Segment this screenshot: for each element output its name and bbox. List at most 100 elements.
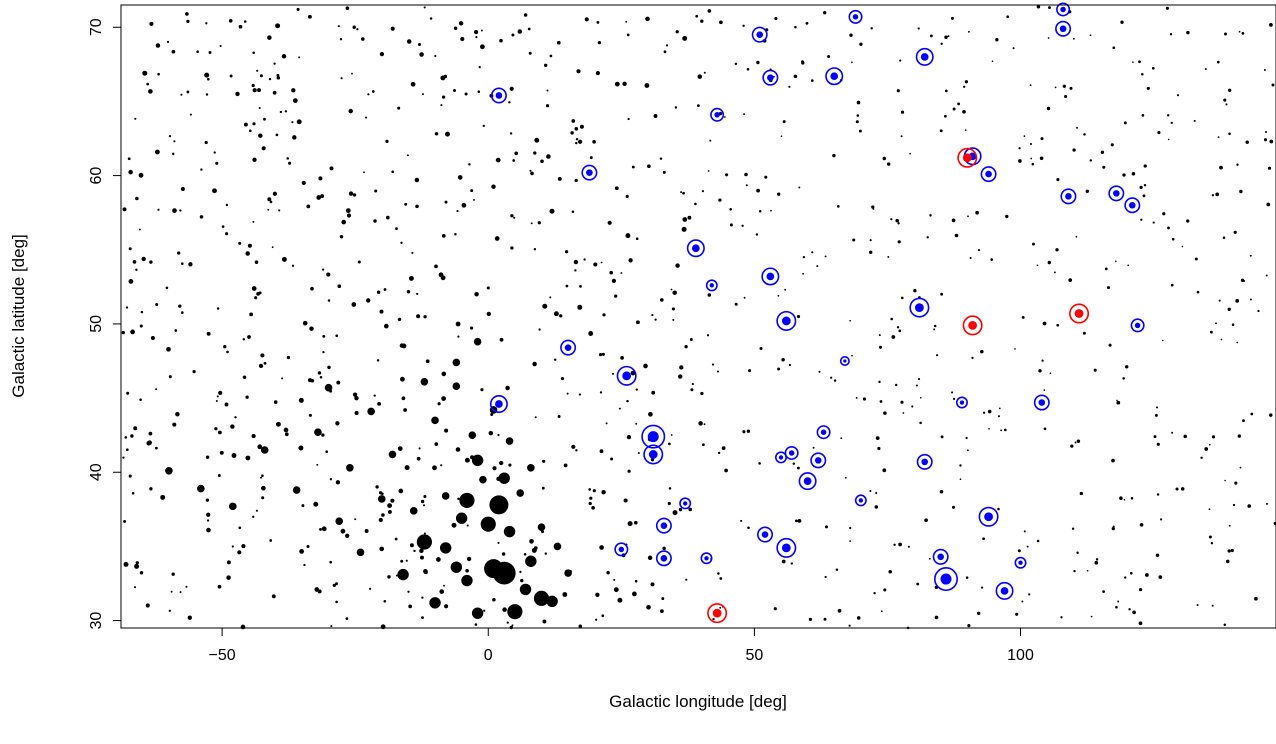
data-point [316, 196, 319, 199]
data-point [878, 334, 881, 337]
data-point [696, 104, 700, 108]
data-point [128, 247, 132, 251]
data-point [276, 73, 280, 77]
data-point [505, 437, 514, 445]
data-point [743, 296, 746, 299]
data-point [223, 345, 227, 349]
data-point [924, 518, 928, 523]
data-point [797, 519, 802, 523]
data-point [1134, 322, 1141, 329]
data-point [625, 194, 629, 198]
data-point [677, 374, 683, 379]
data-point [498, 472, 510, 484]
points-layer [121, 2, 1276, 630]
data-point [811, 251, 814, 254]
data-point [189, 113, 192, 116]
data-point [778, 455, 784, 460]
data-point [940, 292, 944, 296]
data-point [257, 444, 263, 450]
data-point [626, 434, 632, 440]
data-point [824, 575, 827, 579]
data-point [668, 487, 672, 490]
data-point [875, 491, 878, 495]
data-point [1056, 178, 1060, 182]
data-point [635, 237, 639, 241]
data-point [880, 610, 883, 613]
data-point [643, 363, 648, 369]
data-point [520, 578, 524, 583]
data-point [805, 22, 809, 25]
data-point [553, 311, 559, 317]
data-point-ring [839, 355, 850, 366]
data-point [139, 398, 142, 401]
data-point [123, 519, 127, 523]
data-point [1090, 615, 1093, 618]
data-point [465, 569, 469, 573]
data-point [573, 259, 579, 265]
data-point [1219, 165, 1223, 170]
data-point [240, 624, 246, 630]
data-point [1139, 185, 1143, 190]
data-point [335, 334, 339, 338]
data-point [808, 617, 813, 622]
data-point [758, 209, 762, 213]
data-point [306, 204, 311, 209]
data-point [919, 396, 922, 399]
data-point [1237, 434, 1241, 438]
data-point-ring [705, 279, 718, 292]
data-point [457, 175, 463, 180]
data-point [140, 310, 144, 314]
data-point [292, 486, 301, 494]
data-point [709, 283, 715, 288]
data-point [381, 513, 385, 517]
data-point [840, 437, 843, 440]
data-point [1111, 526, 1115, 531]
data-point [281, 256, 287, 262]
data-point [529, 538, 534, 544]
data-point [1152, 221, 1155, 224]
data-point [288, 161, 292, 165]
data-point-ring [1055, 20, 1072, 37]
data-point [130, 434, 134, 438]
data-point [1132, 610, 1136, 615]
data-point [200, 168, 203, 171]
data-point-ring [751, 26, 768, 43]
data-point [874, 505, 879, 509]
data-point [697, 74, 703, 79]
data-point [610, 457, 614, 461]
data-point [352, 392, 358, 397]
data-point [1006, 15, 1010, 19]
data-point [1169, 33, 1173, 36]
data-point [261, 496, 265, 500]
data-point [533, 248, 537, 251]
data-point [620, 356, 624, 360]
data-point [1047, 37, 1050, 39]
data-point [441, 492, 450, 500]
data-point [1000, 429, 1003, 432]
data-point [275, 133, 279, 137]
data-point [168, 375, 172, 379]
data-point [181, 262, 184, 265]
data-point [489, 495, 509, 515]
data-point [781, 559, 786, 564]
data-point [856, 616, 861, 620]
data-point [252, 88, 257, 93]
data-point [685, 578, 688, 581]
data-point [530, 222, 533, 225]
data-point [157, 72, 160, 76]
data-point [575, 449, 578, 452]
data-point [208, 51, 212, 54]
data-point [596, 21, 600, 24]
data-point-ring [616, 365, 637, 386]
data-point [679, 365, 684, 370]
data-point [716, 370, 720, 373]
data-point [637, 452, 640, 454]
data-point [897, 222, 900, 225]
data-point [1208, 508, 1211, 511]
data-point [1056, 323, 1060, 327]
data-point [895, 383, 898, 387]
data-point [411, 251, 414, 254]
data-point [178, 304, 182, 308]
data-point [533, 590, 550, 606]
data-point-ring [560, 339, 577, 356]
